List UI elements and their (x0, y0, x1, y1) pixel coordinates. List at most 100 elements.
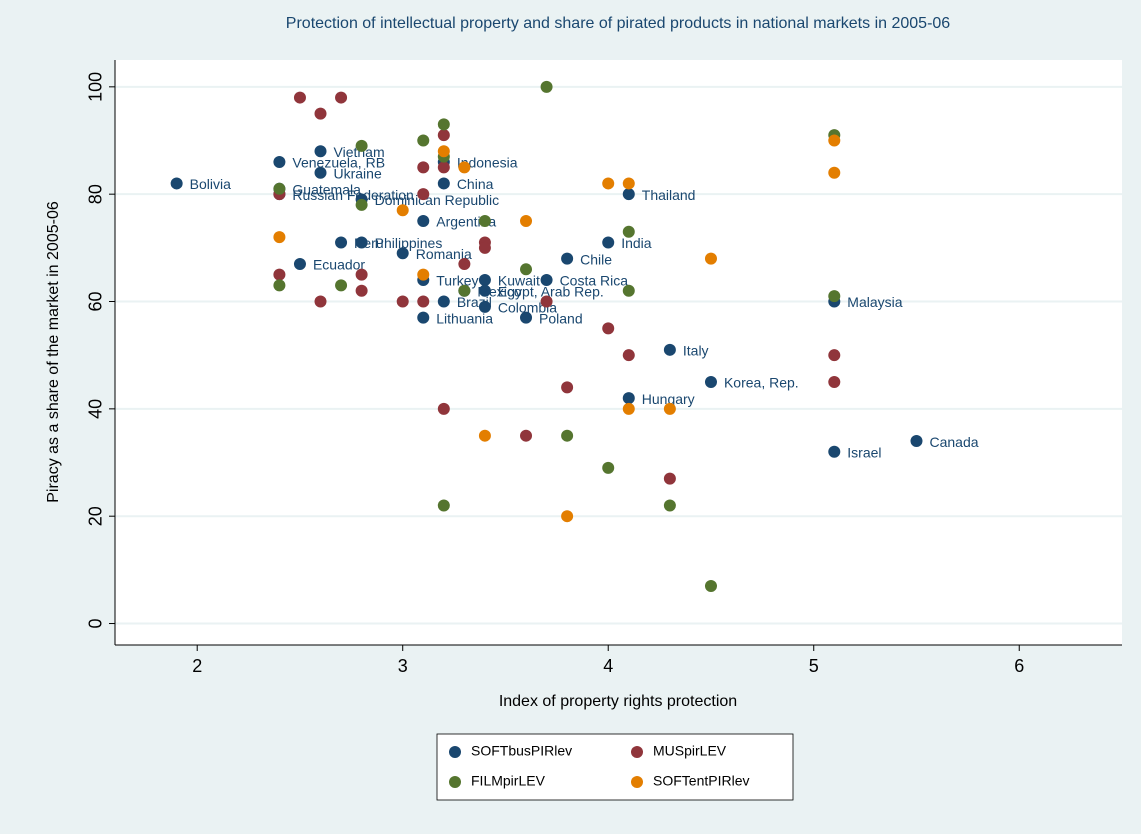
legend-marker (631, 776, 643, 788)
point-label: Brazil (457, 294, 492, 310)
legend-marker (449, 776, 461, 788)
legend-marker (449, 746, 461, 758)
point (478, 215, 491, 228)
point (622, 284, 635, 297)
point-label: Ecuador (313, 257, 365, 273)
point (437, 295, 450, 308)
point (602, 322, 615, 335)
point (622, 349, 635, 362)
point (520, 311, 533, 324)
point (828, 376, 841, 389)
point (478, 274, 491, 287)
legend-label: MUSpirLEV (653, 743, 727, 759)
point (520, 263, 533, 276)
point (335, 279, 348, 292)
point (314, 166, 327, 179)
point (458, 161, 471, 174)
point-label: Korea, Rep. (724, 375, 799, 391)
point (663, 472, 676, 485)
x-tick-label: 5 (809, 656, 819, 676)
point (704, 252, 717, 265)
point (273, 279, 286, 292)
point (396, 204, 409, 217)
point-label: Dominican Republic (375, 192, 500, 208)
point (561, 429, 574, 442)
x-axis-label: Index of property rights protection (499, 693, 737, 710)
point (273, 231, 286, 244)
point (602, 177, 615, 190)
point (561, 381, 574, 394)
point (417, 268, 430, 281)
point (396, 247, 409, 260)
point-label: Indonesia (457, 155, 518, 171)
point (663, 343, 676, 356)
point (437, 402, 450, 415)
point-label: Poland (539, 310, 583, 326)
point (622, 392, 635, 405)
plot-area (115, 60, 1122, 645)
point-label: Hungary (642, 391, 695, 407)
point-label: Russian Federation (292, 187, 413, 203)
point (417, 311, 430, 324)
point (355, 236, 368, 249)
point (437, 161, 450, 174)
point (478, 241, 491, 254)
point-label: Ukraine (334, 165, 382, 181)
legend-box (436, 733, 794, 801)
point-label: India (621, 235, 652, 251)
legend-label: FILMpirLEV (471, 773, 546, 789)
point (622, 177, 635, 190)
point (273, 182, 286, 195)
x-tick-label: 4 (603, 656, 613, 676)
point (828, 349, 841, 362)
point-label: Turkey (436, 273, 478, 289)
point (828, 445, 841, 458)
point (478, 284, 491, 297)
point (622, 225, 635, 238)
point (437, 129, 450, 142)
point-label: Costa Rica (560, 273, 629, 289)
point (540, 80, 553, 93)
point-label: Vietnam (334, 144, 385, 160)
point (355, 268, 368, 281)
point (417, 188, 430, 201)
point-label: China (457, 176, 494, 192)
point (314, 145, 327, 158)
point (520, 215, 533, 228)
point-label: Israel (847, 444, 881, 460)
point (355, 284, 368, 297)
legend-label: SOFTbusPIRlev (471, 743, 572, 759)
point (437, 145, 450, 158)
point (602, 461, 615, 474)
point (335, 236, 348, 249)
point (293, 91, 306, 104)
point-label: Italy (683, 343, 709, 359)
point (437, 118, 450, 131)
point (828, 290, 841, 303)
point-label: Peru (354, 235, 384, 251)
point (602, 236, 615, 249)
point (314, 107, 327, 120)
point (458, 284, 471, 297)
point (417, 134, 430, 147)
point (478, 429, 491, 442)
point (622, 402, 635, 415)
point (828, 134, 841, 147)
point (335, 91, 348, 104)
point-label: Kuwait (498, 273, 540, 289)
point (704, 579, 717, 592)
point (437, 499, 450, 512)
point (355, 139, 368, 152)
legend-label: SOFTentPIRlev (653, 773, 749, 789)
y-tick-label: 60 (86, 291, 106, 311)
point (437, 177, 450, 190)
y-tick-label: 20 (86, 506, 106, 526)
point (540, 274, 553, 287)
point-label: Venezuela, RB (292, 155, 385, 171)
point (314, 295, 327, 308)
point-label: Philippines (375, 235, 443, 251)
point (663, 402, 676, 415)
point (293, 257, 306, 270)
point (561, 510, 574, 523)
